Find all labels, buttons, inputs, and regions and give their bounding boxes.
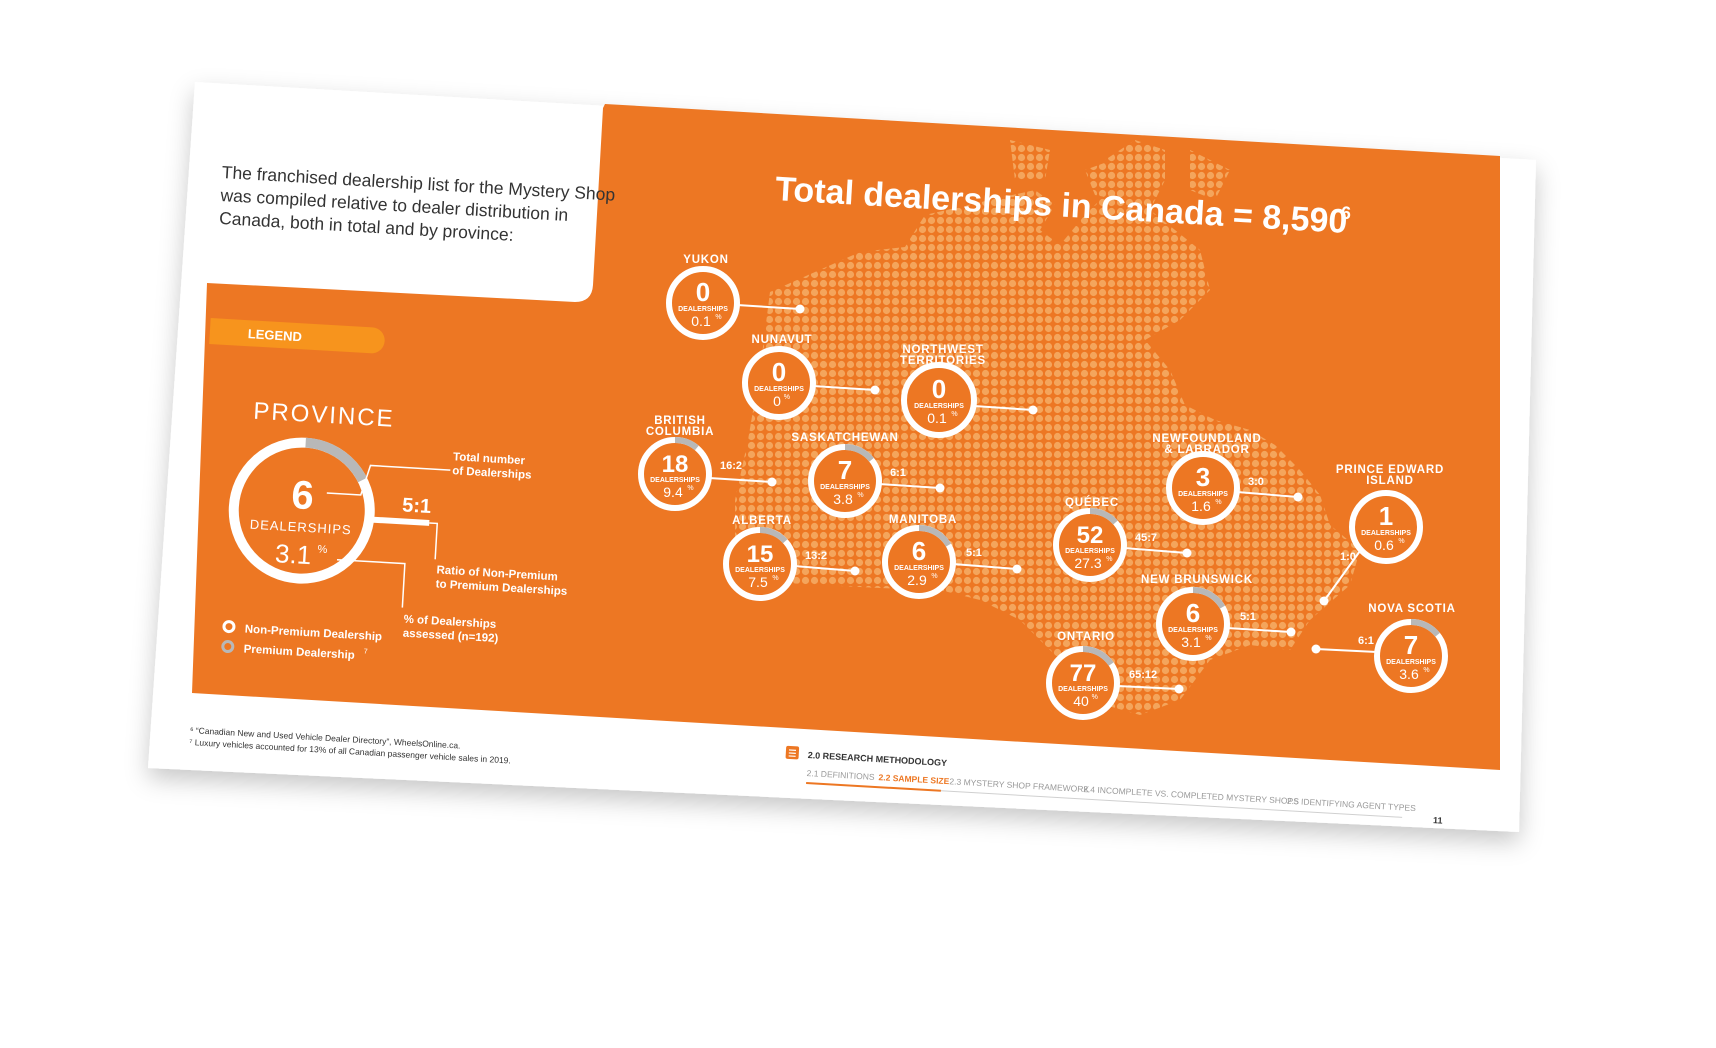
legend-count: 6 [290,473,315,518]
page-number: 11 [1433,815,1443,826]
legend-pct: 3.1 [274,538,312,570]
location-dot [1312,645,1321,654]
pct-sign: % [857,492,863,499]
dealership-pct: 0 [773,393,781,409]
province-name: TERRITORIES [900,355,986,367]
province-name: MANITOBA [889,514,957,526]
dealership-count: 52 [1077,522,1104,549]
pct-sign: % [687,485,693,492]
province-name: NUNAVUT [752,334,813,346]
premium-ratio: 45:7 [1135,532,1157,544]
pct-sign: % [772,575,778,582]
premium-ratio: 65:12 [1129,669,1157,681]
location-dot [1175,685,1184,694]
location-dot [1029,406,1038,415]
dealership-count: 6 [1186,598,1200,628]
dealerships-label: DEALERSHIPS [650,477,700,484]
location-dot [1294,493,1303,502]
premium-ratio: 6:1 [1358,635,1374,647]
dealership-pct: 0.1 [691,313,711,329]
dealership-pct: 7.5 [748,574,768,590]
dealerships-label: DEALERSHIPS [1361,530,1411,537]
dealership-count: 7 [1404,630,1418,660]
dealerships-label: DEALERSHIPS [820,484,870,491]
province-name: NOVA SCOTIA [1368,603,1455,615]
pct-sign: % [1215,499,1221,506]
pct-sign: % [784,394,790,401]
premium-ratio: 13:2 [805,550,827,562]
location-dot [796,305,805,314]
dealership-count: 0 [932,374,946,404]
pct-sign: % [1205,635,1211,642]
dealership-pct: 27.3 [1074,555,1101,571]
dealerships-label: DEALERSHIPS [914,403,964,410]
dealerships-label: DEALERSHIPS [1178,491,1228,498]
legend-pct-sign: % [317,544,328,557]
dealership-pct: 9.4 [663,484,683,500]
dealership-count: 77 [1070,660,1097,687]
dealerships-label: DEALERSHIPS [754,386,804,393]
dealership-pct: 0.6 [1374,537,1394,553]
location-dot [1320,597,1329,606]
premium-ratio: 16:2 [720,460,742,472]
dealership-pct: 3.6 [1399,666,1419,682]
location-dot [1013,565,1022,574]
dealership-count: 0 [696,277,710,307]
premium-ratio: 5:1 [1240,611,1256,623]
pct-sign: % [1398,538,1404,545]
dealership-pct: 40 [1073,693,1089,709]
pct-sign: % [1423,667,1429,674]
location-dot [851,567,860,576]
location-dot [1287,628,1296,637]
province-name: ONTARIO [1057,631,1115,643]
province-name: SASKATCHEWAN [791,432,898,444]
dealership-count: 1 [1379,501,1393,531]
pct-sign: % [951,411,957,418]
dealership-pct: 0.1 [927,410,947,426]
province-name: ALBERTA [732,515,792,527]
pct-sign: % [1092,694,1098,701]
leader-ratio-bar [369,519,429,522]
province-name: COLUMBIA [646,426,714,438]
pct-sign: % [1106,556,1112,563]
dealership-count: 15 [747,541,774,568]
province-name: ISLAND [1366,475,1414,487]
province-name: QUÉBEC [1065,496,1119,509]
dealership-count: 0 [772,357,786,387]
dealerships-label: DEALERSHIPS [1386,659,1436,666]
dealership-pct: 3.1 [1181,634,1201,650]
dealership-pct: 2.9 [907,572,927,588]
title-footnote-ref: 6 [1340,203,1351,224]
legend-tab-label: LEGEND [247,326,302,344]
pct-sign: % [715,314,721,321]
dealerships-label: DEALERSHIPS [894,565,944,572]
location-dot [936,484,945,493]
dealership-count: 7 [838,455,852,485]
dealership-count: 6 [912,536,926,566]
dealership-pct: 1.6 [1191,498,1211,514]
dealerships-label: DEALERSHIPS [678,306,728,313]
premium-ratio: 6:1 [890,467,906,479]
province-name: & LABRADOR [1164,444,1249,456]
dealerships-label: DEALERSHIPS [1058,686,1108,693]
dealership-count: 3 [1196,462,1210,492]
premium-ratio: 5:1 [966,547,982,559]
location-dot [768,478,777,487]
premium-ratio: 1:0 [1340,551,1356,563]
dealerships-label: DEALERSHIPS [1065,548,1115,555]
premium-ratio: 3:0 [1248,476,1264,488]
location-dot [1183,549,1192,558]
dealerships-label: DEALERSHIPS [735,567,785,574]
dealership-count: 18 [662,451,689,478]
legend-ratio: 5:1 [402,494,432,518]
province-name: YUKON [683,254,729,266]
location-dot [871,386,880,395]
key-premium-ref: 7 [364,648,368,655]
pct-sign: % [931,573,937,580]
dealership-pct: 3.8 [833,491,853,507]
province-name: NEW BRUNSWICK [1141,574,1253,586]
dealerships-label: DEALERSHIPS [1168,627,1218,634]
